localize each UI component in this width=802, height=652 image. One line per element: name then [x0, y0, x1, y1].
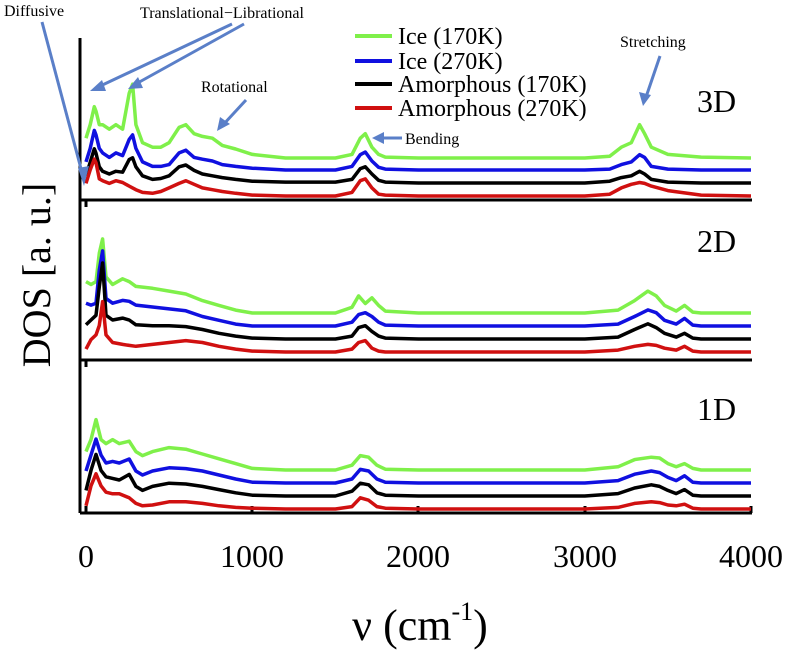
annotation-rotational: Rotational	[201, 79, 268, 96]
arrow-diffusive-shaft	[40, 21, 86, 181]
series-line-2d-amorphous-270k	[84, 299, 751, 354]
series-line-1d-amorphous-270k	[84, 472, 751, 511]
annotation-bending: Bending	[405, 131, 459, 148]
series-line-2d-amorphous-170k	[84, 261, 751, 341]
axes-frame	[78, 38, 752, 515]
series-line-1d-ice-270k	[84, 437, 751, 485]
legend-label-amorphous-170k: Amorphous (170K)	[398, 72, 587, 98]
panel-label-3d: 3D	[697, 83, 736, 119]
x-tick-label-2000: 2000	[386, 538, 450, 574]
arrow-diffusive-head	[78, 166, 89, 186]
legend-label-amorphous-270k: Amorphous (270K)	[398, 96, 587, 122]
arrow-translational-2-head	[128, 77, 143, 89]
x-axis-label: ν (cm-1)	[352, 597, 488, 650]
arrow-stretching-head	[639, 92, 651, 106]
series-line-3d-ice-270k	[84, 128, 751, 172]
x-tick-label-4000: 4000	[719, 538, 783, 574]
x-tick-labels: 0 1000 2000 3000 4000	[78, 538, 783, 574]
legend: Ice (170K) Ice (270K) Amorphous (170K) A…	[355, 24, 587, 122]
legend-label-ice-270k: Ice (270K)	[398, 49, 503, 75]
series-line-2d-ice-170k	[85, 237, 751, 315]
panel-label-2d: 2D	[697, 223, 736, 259]
arrow-translational-2-shaft	[133, 22, 245, 87]
arrow-translational-1-shaft	[95, 22, 233, 90]
series-line-1d-amorphous-170k	[84, 452, 751, 498]
series-line-2d-ice-270k	[85, 249, 751, 328]
arrow-rotational-head	[217, 117, 230, 131]
x-axis-label-sup: -1	[451, 597, 473, 626]
series-line-1d-ice-170k	[84, 417, 751, 472]
x-tick-label-3000: 3000	[553, 538, 617, 574]
x-tick-label-0: 0	[78, 538, 94, 574]
x-ticks	[84, 200, 753, 513]
y-axis-label: DOS [a. u.]	[14, 183, 59, 367]
annotation-diffusive: Diffusive	[4, 3, 64, 20]
series-line-3d-amorphous-270k	[84, 157, 752, 198]
series-line-3d-ice-170k	[84, 82, 752, 160]
x-axis-label-main: ν (cm	[352, 601, 451, 650]
plot-curves	[84, 82, 752, 511]
annotation-translational-librational: Translational−Librational	[140, 5, 305, 22]
legend-label-ice-170k: Ice (170K)	[398, 24, 503, 50]
annotation-stretching: Stretching	[620, 34, 686, 51]
panel-label-1d: 1D	[697, 391, 736, 427]
annotations: Diffusive Translational−Librational Rota…	[4, 3, 686, 186]
arrow-bending-head	[372, 132, 384, 144]
x-axis-label-close: )	[473, 601, 488, 650]
series-line-3d-amorphous-170k	[84, 147, 751, 185]
x-tick-label-1000: 1000	[220, 538, 284, 574]
arrow-stretching-shaft	[643, 55, 662, 101]
arrow-translational-1-head	[90, 80, 106, 91]
